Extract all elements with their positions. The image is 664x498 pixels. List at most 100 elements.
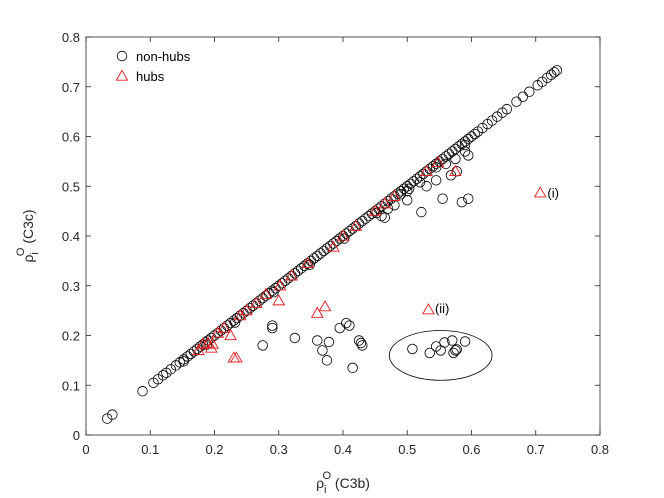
hub-point <box>224 328 237 341</box>
non-hub-point <box>469 128 480 140</box>
non-hub-point <box>450 153 461 165</box>
non-hub-point <box>308 253 320 264</box>
non-hub-point <box>549 67 560 78</box>
non-hub-point <box>385 193 397 204</box>
non-hub-point <box>450 345 461 356</box>
non-hub-point <box>331 235 342 247</box>
hub-point <box>533 186 547 198</box>
non-hub-point <box>257 340 268 351</box>
x-tick-label: 0.2 <box>205 442 223 457</box>
plot-frame <box>85 36 601 436</box>
non-hub-point <box>334 233 345 244</box>
x-axis-label: ρiO (C3b) <box>316 470 370 496</box>
non-hub-point <box>102 413 113 424</box>
non-hub-point <box>453 141 464 152</box>
non-hub-point <box>347 223 358 234</box>
non-hub-point <box>447 335 458 346</box>
non-hub-point <box>174 357 186 368</box>
non-hub-point <box>328 238 339 249</box>
x-tick-label: 0.4 <box>334 442 352 457</box>
non-hub-point <box>289 332 301 344</box>
non-hub-point <box>536 76 548 87</box>
non-hub-point <box>402 194 413 206</box>
non-hub-point <box>195 341 206 352</box>
annotation-label: (i) <box>547 186 559 201</box>
non-hub-point <box>411 173 423 184</box>
x-tick-label: 0.8 <box>591 442 609 457</box>
non-hub-point <box>451 344 462 355</box>
non-hub-point <box>283 273 294 284</box>
y-tick-label: 0 <box>73 428 80 443</box>
non-hub-point <box>477 122 488 134</box>
non-hub-point <box>456 196 468 208</box>
hub-point <box>310 306 324 318</box>
hub-point <box>422 303 435 315</box>
legend-hubs-marker <box>115 69 129 81</box>
y-axis-label: ρiO (C3c) <box>15 209 41 262</box>
svg-text:ρiO (C3b): ρiO (C3b) <box>316 470 370 496</box>
svg-text:ρiO (C3c): ρiO (C3c) <box>15 209 41 262</box>
non-hub-point <box>379 212 390 223</box>
non-hub-point <box>407 343 418 355</box>
non-hub-point <box>321 355 333 366</box>
non-hub-point <box>524 86 535 97</box>
non-hub-point <box>334 322 345 334</box>
non-hub-point <box>323 336 335 348</box>
x-tick-label: 0.7 <box>527 442 545 457</box>
non-hub-point <box>317 345 328 356</box>
hub-point <box>196 337 210 349</box>
non-hub-point <box>459 146 471 157</box>
non-hub-point <box>421 181 432 192</box>
annotations: (i) (ii) <box>388 186 559 381</box>
non-hub-point <box>424 347 435 359</box>
non-hub-point <box>398 183 410 194</box>
non-hub-point <box>267 322 278 334</box>
hub-point <box>206 337 219 349</box>
non-hub-point <box>107 409 118 420</box>
non-hub-point <box>430 175 442 186</box>
y-tick-label: 0.3 <box>62 279 80 294</box>
non-hub-point <box>439 337 450 348</box>
non-hub-point <box>402 181 413 192</box>
non-hub-point <box>260 290 272 301</box>
non-hub-point <box>344 320 355 331</box>
non-hub-point <box>312 250 323 262</box>
non-hub-point <box>440 151 452 162</box>
hub-point <box>301 256 315 269</box>
hub-point <box>272 294 286 306</box>
legend-non-hubs-marker <box>116 50 128 62</box>
hub-point <box>273 279 287 291</box>
y-tick-label: 0.8 <box>62 30 80 45</box>
non-hub-point <box>430 162 442 173</box>
non-hub-point <box>355 337 367 349</box>
non-hub-point <box>408 176 419 187</box>
non-hub-point <box>437 193 448 204</box>
non-hub-point <box>517 91 529 102</box>
non-hub-point <box>486 115 498 126</box>
non-hub-point <box>178 356 189 367</box>
x-tick-label: 0.3 <box>270 442 288 457</box>
non-hub-point <box>363 210 374 222</box>
hub-point <box>217 321 231 333</box>
non-hub-point <box>414 177 426 188</box>
non-hub-point <box>318 245 329 257</box>
hub-point <box>240 304 254 316</box>
x-tick-label: 0 <box>82 442 89 457</box>
non-hub-point <box>437 153 448 165</box>
non-hub-point <box>315 248 326 259</box>
data-points <box>102 65 563 424</box>
non-hub-point <box>448 347 459 359</box>
non-hub-point <box>209 330 220 341</box>
non-hub-point <box>551 65 563 76</box>
y-tick-label: 0.2 <box>62 329 80 344</box>
non-hub-point <box>511 96 522 107</box>
non-hub-point <box>357 340 368 351</box>
axes: 0 0.1 0.2 0.3 0.4 0.5 0.6 0.7 0.8 0 0.1 0.2 0.3 0.4 0.… <box>15 30 609 496</box>
non-hub-point <box>440 158 452 170</box>
y-tick-label: 0.7 <box>62 80 80 95</box>
non-hub-point <box>152 374 164 385</box>
highlight-ellipse <box>388 330 493 381</box>
non-hub-point <box>416 206 427 218</box>
annotation-label: (ii) <box>435 301 449 316</box>
non-hub-point <box>276 278 288 289</box>
